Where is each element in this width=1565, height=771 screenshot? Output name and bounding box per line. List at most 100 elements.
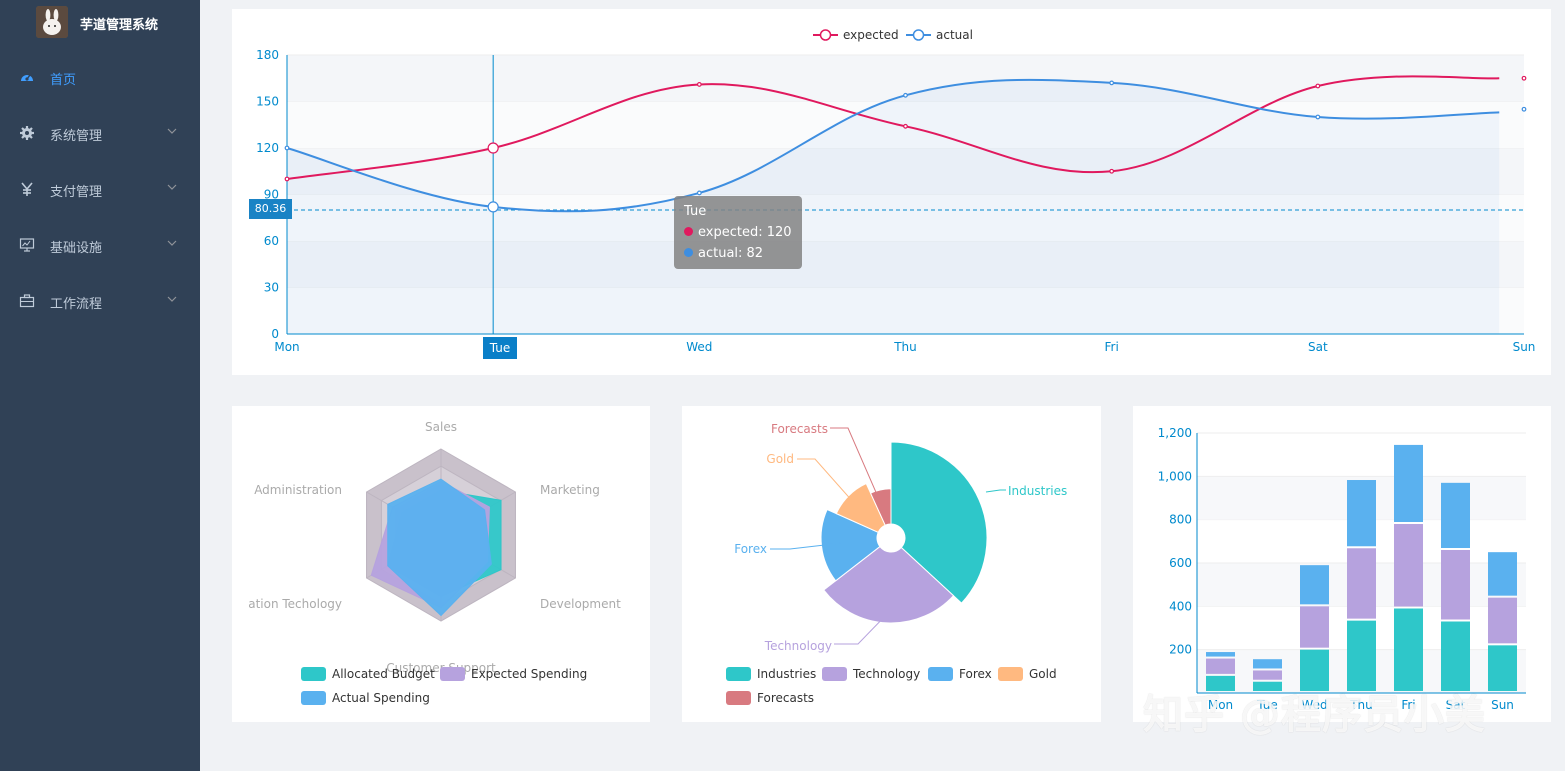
actual-point (1109, 80, 1115, 86)
sidebar-item-label: 支付管理 (50, 185, 103, 200)
legend-item-technology[interactable]: Technology (822, 667, 920, 681)
legend-item-industries[interactable]: Industries (726, 667, 816, 681)
legend-item-actual[interactable]: Actual Spending (301, 691, 430, 705)
pie-label: Technology (764, 639, 832, 653)
bar-segment (1253, 670, 1282, 680)
x-tick-label: Mon (274, 340, 299, 354)
radar-indicator-label: Development (540, 597, 621, 611)
y-axis-pointer-label: 80.36 (249, 199, 292, 219)
chart-tooltip: Tue expected: 120 actual: 82 (674, 196, 802, 269)
sidebar-brand[interactable]: 芋道管理系统 (0, 0, 200, 46)
actual-point (696, 190, 702, 196)
x-tick-label: Tue (1256, 698, 1278, 712)
legend-label: expected (843, 28, 899, 42)
legend-item-gold[interactable]: Gold (998, 667, 1057, 681)
x-tick-label: Wed (686, 340, 712, 354)
radar-legend: Allocated Budget Expected Spending Actua… (232, 664, 650, 714)
chevron-down-icon (167, 128, 177, 134)
y-tick-label: 600 (1169, 556, 1192, 570)
y-tick-label: 90 (264, 188, 279, 202)
legend-swatch (301, 691, 326, 705)
pie-label: Forex (734, 542, 767, 556)
expected-point (903, 123, 908, 129)
actual-point (487, 201, 499, 213)
expected-point (487, 142, 499, 154)
x-tick-label: Fri (1401, 698, 1415, 712)
pie-label-line (830, 427, 886, 514)
actual-point (1521, 106, 1527, 112)
y-tick-label: 1,200 (1158, 426, 1192, 440)
expected-point (1521, 75, 1527, 81)
legend-label: Expected Spending (471, 667, 588, 681)
tooltip-expected-value: expected: 120 (698, 225, 792, 240)
pie-slice (869, 488, 892, 526)
pie-label: Forecasts (771, 422, 828, 436)
bar-segment (1347, 548, 1376, 619)
dashboard-icon (21, 74, 33, 81)
legend-item-allocated[interactable]: Allocated Budget (301, 667, 435, 681)
tooltip-row-expected: expected: 120 (684, 222, 802, 243)
sidebar: 芋道管理系统 首页 系统管理 支付管理 (0, 0, 200, 771)
legend-item-forecasts[interactable]: Forecasts (726, 691, 814, 705)
monitor-icon (19, 238, 35, 252)
x-tick-label: Fri (1105, 340, 1119, 354)
line-chart[interactable]: 0 30 60 90 120 150 180 Mon Wed Thu Fri Sat Sun expect… (0, 0, 1565, 380)
bar-segment (1441, 621, 1470, 691)
sidebar-item-workflow[interactable]: 工作流程 (0, 274, 200, 330)
legend-swatch (822, 667, 847, 681)
pie-label-line (985, 489, 1006, 493)
sidebar-item-system[interactable]: 系统管理 (0, 106, 200, 162)
sidebar-item-label: 工作流程 (50, 297, 103, 312)
chevron-down-icon (167, 184, 177, 190)
bar-segment (1488, 552, 1517, 596)
x-tick-label: Sun (1491, 698, 1514, 712)
sidebar-item-infra[interactable]: 基础设施 (0, 218, 200, 274)
sidebar-item-label: 系统管理 (50, 129, 103, 144)
radar-indicator-label: Sales (425, 420, 457, 434)
legend-label: Actual Spending (332, 691, 430, 705)
bar-segment (1394, 524, 1423, 607)
legend-swatch (440, 667, 465, 681)
bar-segment (1347, 620, 1376, 691)
radar-indicator-label: Administration (254, 483, 342, 497)
legend-swatch (928, 667, 953, 681)
x-tick-label: Sat (1446, 698, 1466, 712)
legend-label: actual (936, 28, 973, 42)
radar-series-area (387, 478, 492, 617)
bar-segment (1253, 659, 1282, 669)
radar-indicator-label: Information Techology (232, 597, 342, 611)
pie-legend: Industries Technology Forex Gold Forecas… (682, 664, 1101, 714)
tooltip-title: Tue (684, 204, 707, 219)
bar-segment (1206, 658, 1235, 674)
y-tick-label: 200 (1169, 643, 1192, 657)
tooltip-dot (684, 227, 693, 236)
bar-segment (1300, 606, 1329, 648)
bar-segment (1206, 675, 1235, 691)
x-tick-label: Thu (893, 340, 917, 354)
gear-icon (20, 126, 34, 140)
legend-label: Industries (757, 667, 817, 681)
legend-swatch (726, 691, 751, 705)
chevron-down-icon (167, 240, 177, 246)
legend-swatch (998, 667, 1023, 681)
sidebar-item-payment[interactable]: 支付管理 (0, 162, 200, 218)
legend-swatch (726, 667, 751, 681)
legend-marker (912, 29, 925, 41)
legend-item-forex[interactable]: Forex (928, 667, 992, 681)
actual-point (284, 145, 290, 151)
pie-slice (820, 508, 881, 582)
sidebar-item-home[interactable]: 首页 (0, 50, 200, 106)
bar-segment (1488, 645, 1517, 691)
legend-item-expected[interactable]: Expected Spending (440, 667, 587, 681)
pie-slice (823, 545, 955, 624)
logo-avatar (36, 6, 68, 38)
legend-marker (819, 29, 832, 41)
y-tick-label: 150 (256, 95, 279, 109)
pie-chart[interactable]: Industries Technology Forex Gold Forecasts (682, 406, 1101, 722)
bar-chart[interactable]: 200 400 600 800 1,000 1,200 Mon Tue Wed Thu Fri Sat… (1133, 406, 1551, 722)
bar-segment (1347, 480, 1376, 547)
bar-segment (1300, 565, 1329, 605)
legend-swatch (301, 667, 326, 681)
pie-label: Gold (766, 452, 794, 466)
